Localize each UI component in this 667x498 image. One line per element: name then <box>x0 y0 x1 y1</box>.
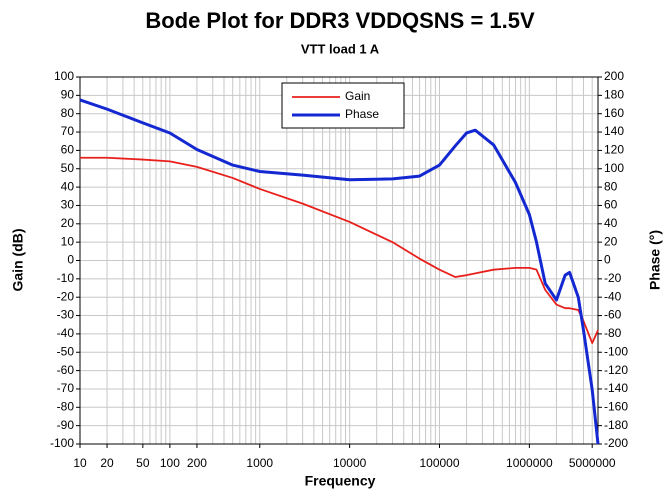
y-tick-label: 20 <box>61 216 75 230</box>
y-tick-label: -40 <box>57 326 75 340</box>
y2-tick-label: -200 <box>604 436 628 450</box>
y2-tick-label: -180 <box>604 418 628 432</box>
y-tick-label: -80 <box>57 399 75 413</box>
y2-tick-label: -60 <box>604 308 622 322</box>
y-tick-label: -60 <box>57 363 75 377</box>
x-tick-label: 10000 <box>333 456 367 470</box>
y-tick-label: -10 <box>57 271 75 285</box>
y-tick-label: 10 <box>61 234 75 248</box>
y2-tick-label: -40 <box>604 289 622 303</box>
chart-title: Bode Plot for DDR3 VDDQSNS = 1.5V <box>145 8 535 33</box>
y-tick-label: 50 <box>61 161 75 175</box>
y2-tick-label: -120 <box>604 363 628 377</box>
x-tick-label: 20 <box>100 456 114 470</box>
x-tick-label: 200 <box>187 456 207 470</box>
y-tick-label: -90 <box>57 418 75 432</box>
chart-subtitle: VTT load 1 A <box>301 41 380 56</box>
y2-tick-label: 180 <box>604 88 624 102</box>
y2-tick-label: 140 <box>604 124 624 138</box>
y2-tick-label: 60 <box>604 198 618 212</box>
y2-tick-label: -160 <box>604 399 628 413</box>
y-tick-label: -100 <box>50 436 74 450</box>
y-tick-label: -30 <box>57 308 75 322</box>
x-tick-label: 1000000 <box>506 456 553 470</box>
y2-tick-label: 0 <box>604 253 611 267</box>
x-tick-label: 1000 <box>246 456 273 470</box>
x-tick-label: 50 <box>136 456 150 470</box>
y-axis-label: Gain (dB) <box>10 229 26 292</box>
y2-tick-label: 160 <box>604 106 624 120</box>
y-tick-label: 70 <box>61 124 75 138</box>
plot-frame <box>79 76 599 445</box>
legend-label: Gain <box>345 89 370 103</box>
x-tick-label: 10 <box>73 456 87 470</box>
series-line <box>79 98 600 445</box>
y2-tick-label: 120 <box>604 143 624 157</box>
legend-label: Phase <box>345 107 379 121</box>
y-tick-label: -70 <box>57 381 75 395</box>
y-tick-label: 90 <box>61 88 75 102</box>
legend-box <box>281 82 405 129</box>
y2-tick-label: -20 <box>604 271 622 285</box>
y-tick-label: 60 <box>61 143 75 157</box>
y-tick-label: 40 <box>61 179 75 193</box>
y-tick-label: 100 <box>54 69 74 83</box>
x-axis-label: Frequency <box>305 473 376 489</box>
x-tick-label: 100 <box>160 456 180 470</box>
y2-axis-label: Phase (°) <box>647 230 663 290</box>
y2-tick-label: -100 <box>604 344 628 358</box>
y-tick-label: 0 <box>67 253 74 267</box>
y2-tick-label: 200 <box>604 69 624 83</box>
y2-tick-label: 40 <box>604 216 618 230</box>
y-tick-label: -20 <box>57 289 75 303</box>
x-tick-label: 100000 <box>419 456 459 470</box>
series-line <box>80 156 599 344</box>
y-tick-label: 30 <box>61 198 75 212</box>
y2-tick-label: 20 <box>604 234 618 248</box>
y2-tick-label: 80 <box>604 179 618 193</box>
y-tick-label: -50 <box>57 344 75 358</box>
y2-tick-label: -140 <box>604 381 628 395</box>
y2-tick-label: 100 <box>604 161 624 175</box>
y2-tick-label: -80 <box>604 326 622 340</box>
y-tick-label: 80 <box>61 106 75 120</box>
x-tick-label: 5000000 <box>569 456 616 470</box>
